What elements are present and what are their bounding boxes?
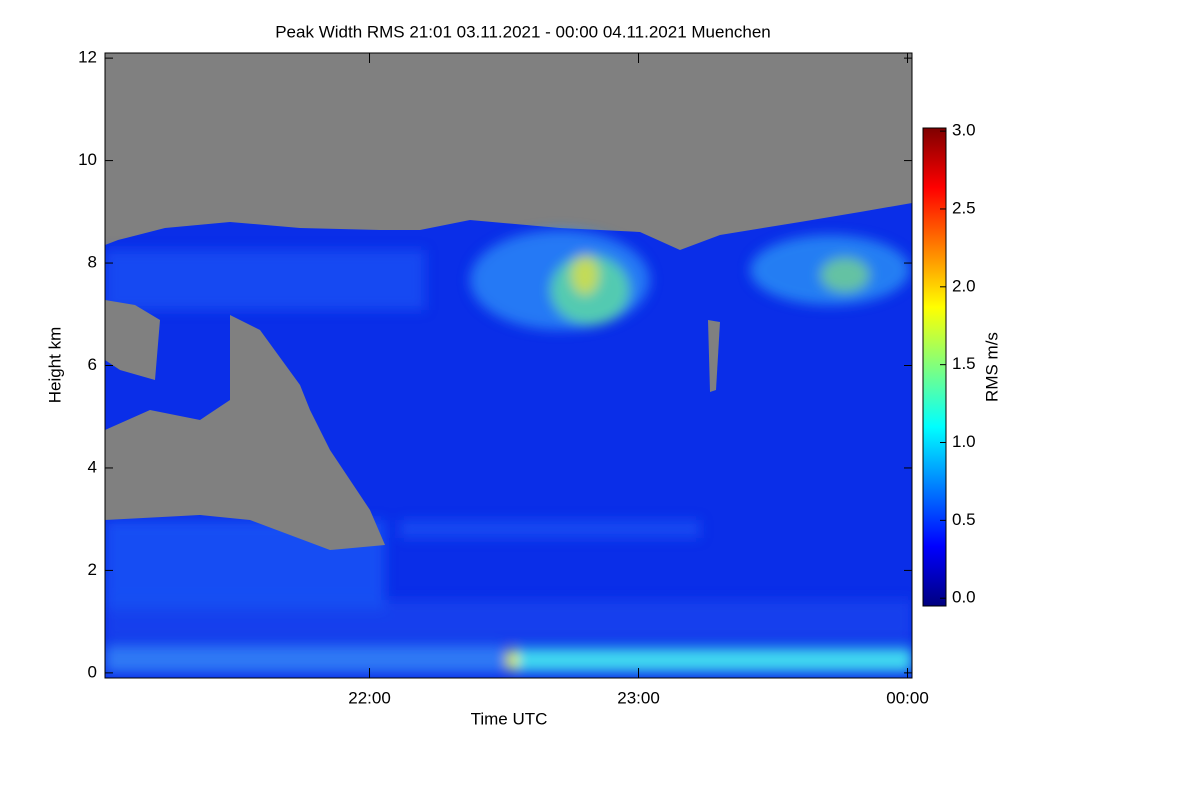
colorbar-tick-label: 3.0 bbox=[952, 121, 976, 140]
y-tick-label: 4 bbox=[88, 457, 97, 476]
y-tick-label: 8 bbox=[88, 253, 97, 272]
colorbar-label: RMS m/s bbox=[982, 332, 1001, 402]
colorbar-tick-label: 0.5 bbox=[952, 510, 976, 529]
y-tick-label: 12 bbox=[78, 48, 97, 67]
y-tick-label: 0 bbox=[88, 662, 97, 681]
colorbar-tick-label: 0.0 bbox=[952, 588, 976, 607]
y-axis-label: Height km bbox=[45, 327, 64, 404]
no-data-area bbox=[708, 320, 720, 392]
heatmap bbox=[105, 53, 912, 678]
no-data-area bbox=[105, 315, 385, 550]
x-axis-label: Time UTC bbox=[471, 709, 548, 728]
no-data-area bbox=[105, 300, 160, 380]
x-tick-label: 00:00 bbox=[886, 688, 929, 707]
x-tick-label: 22:00 bbox=[348, 688, 391, 707]
chart-title: Peak Width RMS 21:01 03.11.2021 - 00:00 … bbox=[275, 22, 771, 41]
texture bbox=[105, 230, 912, 673]
colorbar-tick-label: 2.0 bbox=[952, 276, 976, 295]
colorbar-tick-label: 1.0 bbox=[952, 432, 976, 451]
y-tick-label: 10 bbox=[78, 150, 97, 169]
colorbar-tick-label: 2.5 bbox=[952, 198, 976, 217]
y-tick-label: 2 bbox=[88, 560, 97, 579]
colorbar bbox=[922, 127, 947, 607]
colorbar-tick-label: 1.5 bbox=[952, 354, 976, 373]
x-tick-label: 23:00 bbox=[617, 688, 660, 707]
y-tick-label: 6 bbox=[88, 355, 97, 374]
